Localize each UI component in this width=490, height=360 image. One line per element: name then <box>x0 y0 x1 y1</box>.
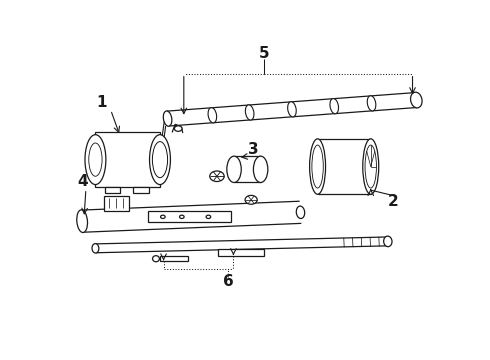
Bar <box>96 132 160 187</box>
Ellipse shape <box>210 171 224 181</box>
Ellipse shape <box>245 195 257 204</box>
Bar <box>318 139 371 194</box>
Ellipse shape <box>149 135 171 185</box>
Bar <box>133 187 148 193</box>
Ellipse shape <box>208 108 217 123</box>
Ellipse shape <box>179 215 184 219</box>
Text: 6: 6 <box>223 274 234 289</box>
Text: 3: 3 <box>248 143 258 157</box>
Ellipse shape <box>245 105 254 120</box>
Ellipse shape <box>92 244 99 253</box>
Ellipse shape <box>367 96 376 111</box>
Ellipse shape <box>312 145 323 188</box>
Ellipse shape <box>206 215 211 219</box>
Bar <box>147 211 231 222</box>
Text: 1: 1 <box>96 95 106 110</box>
Ellipse shape <box>330 99 339 114</box>
Ellipse shape <box>163 111 172 126</box>
Ellipse shape <box>288 102 296 117</box>
Bar <box>105 187 120 193</box>
Ellipse shape <box>411 92 422 108</box>
Ellipse shape <box>89 143 102 176</box>
Text: 4: 4 <box>77 174 87 189</box>
Ellipse shape <box>85 135 106 185</box>
Bar <box>104 196 128 211</box>
Ellipse shape <box>152 141 168 177</box>
Bar <box>218 249 264 256</box>
Ellipse shape <box>152 256 159 262</box>
Ellipse shape <box>161 215 165 219</box>
Ellipse shape <box>365 145 376 188</box>
Ellipse shape <box>227 156 241 183</box>
Ellipse shape <box>77 210 88 233</box>
Ellipse shape <box>310 139 325 194</box>
Text: 2: 2 <box>388 194 399 209</box>
Ellipse shape <box>296 206 305 219</box>
Ellipse shape <box>174 126 182 131</box>
Ellipse shape <box>253 156 268 183</box>
Ellipse shape <box>384 236 392 247</box>
Bar <box>160 256 188 261</box>
Text: 5: 5 <box>259 46 270 61</box>
Ellipse shape <box>363 139 379 194</box>
